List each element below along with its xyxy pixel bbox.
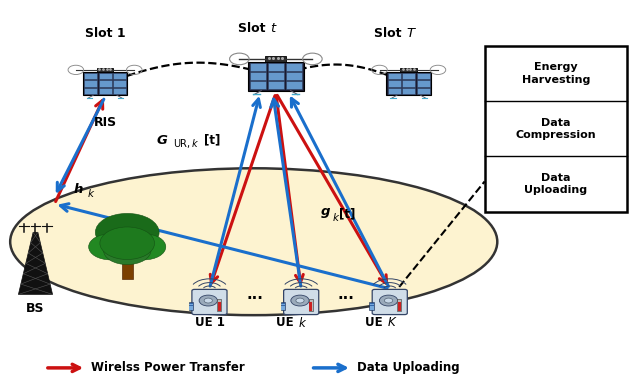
Polygon shape	[18, 232, 53, 294]
Circle shape	[100, 227, 155, 260]
Bar	[266, 56, 287, 62]
Bar	[484, 46, 627, 212]
Bar	[122, 254, 133, 279]
Bar	[84, 88, 97, 94]
Bar	[417, 88, 430, 94]
Circle shape	[384, 298, 392, 303]
Bar	[417, 80, 430, 87]
FancyBboxPatch shape	[192, 290, 227, 314]
Text: Slot: Slot	[238, 22, 269, 35]
Text: $k$: $k$	[332, 211, 340, 223]
Bar	[250, 81, 266, 90]
Text: $K$: $K$	[387, 316, 397, 328]
Bar	[286, 72, 302, 80]
Circle shape	[296, 298, 304, 303]
Bar	[387, 72, 431, 95]
Bar	[402, 88, 415, 94]
Bar	[281, 308, 285, 310]
Text: RIS: RIS	[93, 116, 117, 129]
Bar	[84, 80, 97, 87]
Bar	[286, 81, 302, 90]
Bar	[113, 80, 126, 87]
Text: $\boldsymbol{h}$: $\boldsymbol{h}$	[74, 182, 84, 196]
Text: Data Uploading: Data Uploading	[357, 361, 460, 374]
Bar	[268, 72, 284, 80]
Bar	[84, 73, 97, 79]
Bar	[281, 306, 285, 308]
Bar	[370, 306, 373, 308]
Bar	[98, 73, 112, 79]
Bar	[398, 302, 401, 311]
Bar	[98, 88, 112, 94]
Bar	[388, 88, 401, 94]
Text: [t]: [t]	[339, 207, 356, 220]
Bar	[281, 302, 285, 310]
Text: Wirelss Power Transfer: Wirelss Power Transfer	[91, 361, 245, 374]
Text: UE: UE	[365, 316, 387, 328]
Bar	[268, 81, 284, 90]
Bar	[250, 72, 266, 80]
Text: Data
Uploading: Data Uploading	[524, 173, 587, 195]
Circle shape	[379, 295, 398, 306]
Bar	[309, 299, 313, 311]
Bar	[388, 73, 401, 79]
Bar	[113, 73, 126, 79]
Bar	[248, 62, 304, 90]
Text: Energy
Harvesting: Energy Harvesting	[522, 62, 590, 85]
Bar	[190, 306, 193, 308]
Text: $k$: $k$	[298, 316, 307, 330]
FancyBboxPatch shape	[372, 290, 407, 314]
Text: UE 1: UE 1	[195, 316, 224, 328]
Bar	[217, 299, 221, 311]
Circle shape	[103, 236, 151, 265]
Text: Slot: Slot	[373, 27, 406, 40]
Bar	[113, 88, 126, 94]
Bar	[388, 80, 401, 87]
Text: Slot 1: Slot 1	[85, 27, 126, 40]
Bar	[98, 80, 112, 87]
Text: UE: UE	[276, 316, 298, 328]
Text: $T$: $T$	[406, 27, 417, 40]
Bar	[402, 80, 415, 87]
Text: $k$: $k$	[87, 187, 96, 199]
Bar	[309, 302, 313, 311]
Circle shape	[291, 295, 309, 306]
FancyBboxPatch shape	[283, 290, 319, 314]
Bar	[83, 72, 127, 95]
Text: $\boldsymbol{G}$: $\boldsymbol{G}$	[156, 133, 168, 147]
Bar	[370, 302, 374, 310]
Ellipse shape	[10, 168, 497, 315]
Circle shape	[122, 234, 165, 260]
Text: Data
Compression: Data Compression	[515, 118, 596, 140]
Bar	[281, 304, 285, 305]
Text: ···: ···	[337, 291, 354, 306]
Bar	[250, 62, 266, 71]
Circle shape	[199, 295, 217, 306]
Bar	[370, 308, 373, 310]
Bar	[286, 62, 302, 71]
Circle shape	[204, 298, 212, 303]
Bar	[268, 62, 284, 71]
Bar	[370, 304, 373, 305]
Text: [t]: [t]	[204, 133, 220, 147]
Circle shape	[95, 214, 159, 251]
Circle shape	[89, 234, 133, 260]
Bar	[97, 68, 113, 72]
Bar	[217, 302, 221, 311]
Bar	[189, 302, 193, 310]
Text: BS: BS	[26, 302, 45, 315]
Bar	[402, 73, 415, 79]
Bar	[398, 299, 401, 311]
Bar	[190, 304, 193, 305]
Text: ···: ···	[247, 291, 264, 306]
Text: $t$: $t$	[270, 22, 278, 35]
Text: $\mathrm{UR,}k$: $\mathrm{UR,}k$	[173, 137, 200, 150]
Bar	[417, 73, 430, 79]
Bar	[401, 68, 417, 72]
Text: $\boldsymbol{g}$: $\boldsymbol{g}$	[320, 206, 331, 220]
Bar	[190, 308, 193, 310]
